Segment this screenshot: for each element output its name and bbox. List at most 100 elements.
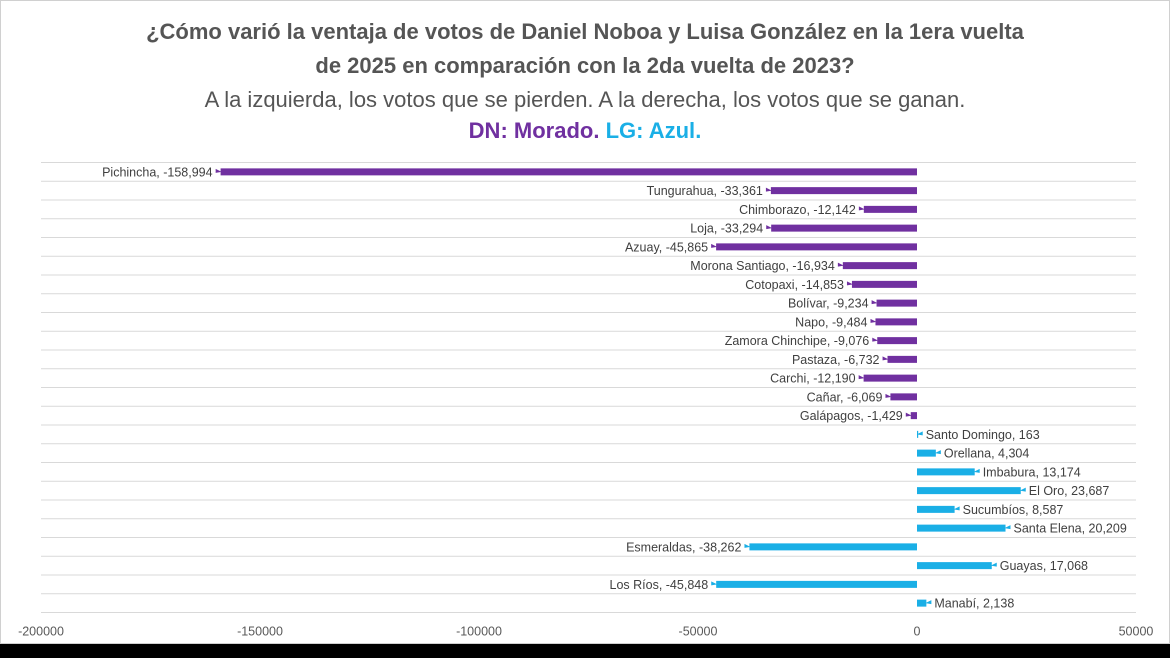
legend-dn: DN: Morado [468, 118, 594, 143]
bar-azuay [716, 243, 917, 251]
x-tick-label: -150000 [237, 625, 283, 639]
data-label: Bolívar, -9,234 [788, 297, 869, 311]
data-label-background [741, 276, 848, 293]
data-label: Chimborazo, -12,142 [739, 203, 856, 217]
data-label-background [686, 257, 839, 274]
data-label-background [98, 163, 217, 181]
data-label-leader [925, 600, 932, 605]
data-label-background [802, 388, 887, 406]
data-label: Napo, -9,484 [795, 315, 867, 329]
data-label-leader [916, 431, 923, 436]
data-label-leader [744, 543, 751, 548]
bar-cañar [890, 393, 917, 401]
data-label: Loja, -33,294 [690, 222, 763, 236]
chart-title-line-2: de 2025 en comparación con la 2da vuelta… [315, 53, 855, 78]
data-label-leader [858, 375, 865, 380]
data-label-leader [858, 206, 865, 211]
data-label-background [783, 294, 873, 312]
data-label: Tungurahua, -33,361 [647, 184, 763, 198]
data-label-background [1024, 482, 1114, 499]
data-label-leader [973, 468, 980, 473]
bar-chimborazo [863, 205, 917, 213]
data-label-background [766, 369, 860, 387]
bar-sucumbíos [917, 505, 955, 513]
chart-title-line-1: ¿Cómo varió la ventaja de votos de Danie… [146, 19, 1024, 44]
data-label: Carchi, -12,190 [770, 372, 856, 386]
bar-los-ríos [716, 580, 917, 588]
data-label: Pastaza, -6,732 [792, 353, 880, 367]
data-label-background [642, 182, 767, 199]
data-label-background [939, 444, 1034, 462]
data-label-background [995, 557, 1093, 574]
data-label-leader [215, 168, 222, 173]
data-label-background [686, 219, 768, 237]
data-label-leader [885, 393, 892, 398]
data-label: Santo Domingo, 163 [926, 428, 1040, 442]
chart-frame: ¿Cómo varió la ventaja de votos de Danie… [0, 0, 1170, 644]
data-label: Sucumbíos, 8,587 [963, 503, 1064, 517]
bar-pichincha [220, 168, 918, 176]
bar-el-oro [917, 487, 1021, 495]
data-label-leader [766, 225, 773, 230]
bar-santa-elena [917, 524, 1006, 532]
legend-separator: . [593, 118, 606, 143]
bar-zamora-chinchipe [877, 337, 917, 345]
data-label-leader [882, 356, 889, 361]
data-label-leader [953, 506, 960, 511]
bar-bolívar [876, 299, 917, 307]
bar-pastaza [887, 355, 917, 363]
data-label-leader [711, 243, 718, 248]
data-label: Imbabura, 13,174 [983, 465, 1081, 479]
data-label-leader [990, 562, 997, 567]
data-label: Cañar, -6,069 [807, 390, 883, 404]
data-label: Esmeraldas, -38,262 [626, 540, 741, 554]
data-label-leader [765, 187, 772, 192]
bar-napo [875, 318, 917, 326]
data-label-background [1009, 519, 1131, 537]
data-label-leader [1019, 487, 1026, 492]
data-label-background [930, 594, 1019, 612]
data-label-leader [905, 412, 912, 417]
data-label-background [735, 201, 860, 218]
bar-orellana [917, 449, 936, 457]
data-label-leader [711, 581, 718, 586]
data-label: Galápagos, -1,429 [800, 409, 903, 423]
data-label-leader [870, 318, 877, 323]
legend-lg: LG: Azul [605, 118, 696, 143]
data-label-leader [934, 450, 941, 455]
bar-loja [771, 224, 917, 232]
x-tick-label: 50000 [1119, 625, 1154, 639]
legend-end: . [695, 118, 702, 143]
bar-tungurahua [770, 187, 917, 195]
bar-chart: Pichincha, -158,994 Tungurahua, -33,361 Ch… [18, 162, 1154, 639]
x-tick-label: 0 [914, 625, 921, 639]
bar-carchi [863, 374, 917, 382]
bar-imbabura [917, 468, 975, 476]
x-tick-label: -50000 [679, 625, 718, 639]
bar-cotopaxi [851, 280, 917, 288]
data-label: Cotopaxi, -14,853 [745, 278, 844, 292]
data-label: Morona Santiago, -16,934 [690, 259, 835, 273]
chart-legend-text: DN: Morado. LG: Azul. [1, 118, 1169, 144]
x-tick-label: -100000 [456, 625, 502, 639]
data-label: Guayas, 17,068 [1000, 559, 1088, 573]
bar-morona-santiago [842, 262, 917, 270]
bar-guayas [917, 562, 992, 570]
data-label-background [720, 332, 874, 349]
data-label-leader [837, 262, 844, 267]
data-label: Orellana, 4,304 [944, 447, 1030, 461]
data-label-background [622, 538, 746, 556]
data-label: Azuay, -45,865 [625, 240, 708, 254]
bar-esmeraldas [749, 543, 917, 551]
data-label: El Oro, 23,687 [1029, 484, 1110, 498]
data-label: Los Ríos, -45,848 [610, 578, 709, 592]
data-label-leader [872, 337, 879, 342]
bar-manabí [917, 599, 927, 607]
data-label-leader [846, 281, 853, 286]
data-label-background [958, 501, 1068, 518]
x-tick-label: -200000 [18, 625, 64, 639]
data-label-background [921, 426, 1044, 443]
data-label-leader [1004, 525, 1011, 530]
data-label: Santa Elena, 20,209 [1014, 522, 1127, 536]
data-label-background [620, 238, 713, 256]
